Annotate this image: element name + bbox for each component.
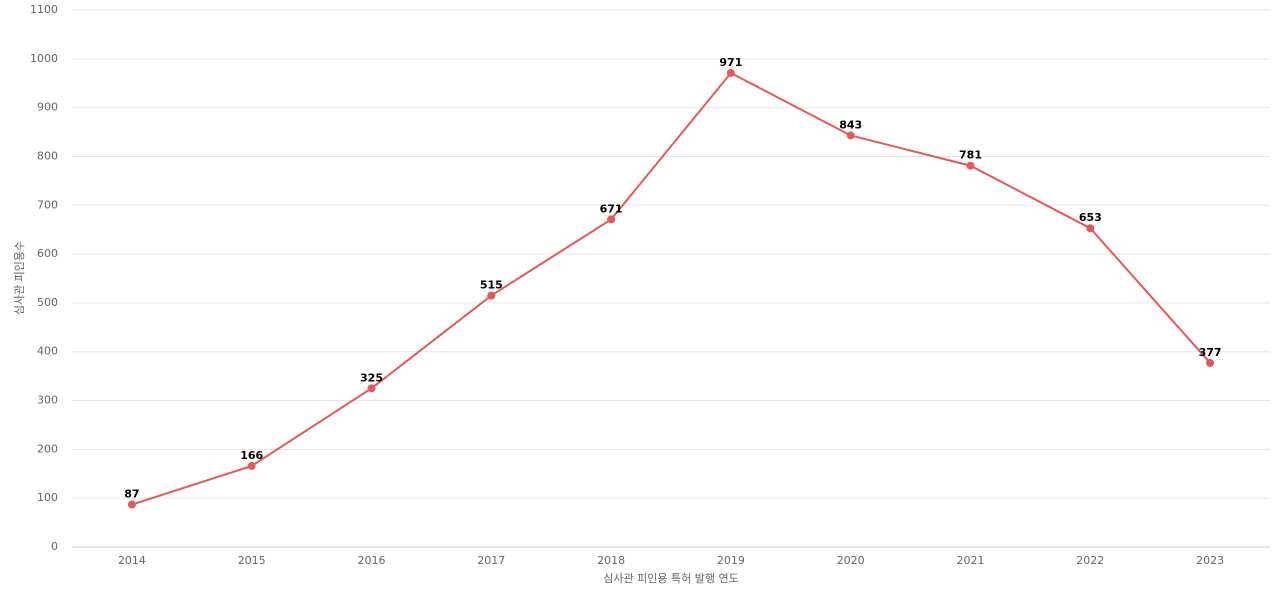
x-tick-label: 2021: [957, 554, 985, 567]
point: [367, 384, 376, 393]
y-tick-label: 700: [37, 198, 58, 211]
x-tick-label: 2020: [837, 554, 865, 567]
value-label: 87: [124, 488, 139, 501]
x-tick-label: 2022: [1076, 554, 1104, 567]
x-tick-label: 2018: [597, 554, 625, 567]
y-tick-label: 200: [37, 442, 58, 455]
x-tick-label: 2015: [238, 554, 266, 567]
y-tick-label: 800: [37, 149, 58, 162]
y-tick-label: 600: [37, 247, 58, 260]
point: [487, 291, 496, 300]
point: [846, 131, 855, 140]
y-axis-label: 심사관 피인용수: [13, 241, 26, 315]
x-tick-label: 2017: [477, 554, 505, 567]
x-tick-label: 2019: [717, 554, 745, 567]
y-tick-label: 100: [37, 491, 58, 504]
point: [1086, 224, 1095, 233]
y-tick-label: 400: [37, 345, 58, 358]
y-tick-label: 300: [37, 394, 58, 407]
y-tick-label: 900: [37, 101, 58, 114]
value-label: 653: [1079, 211, 1102, 224]
point: [607, 215, 616, 224]
value-label: 515: [480, 279, 503, 292]
x-tick-label: 2016: [358, 554, 386, 567]
point: [1206, 358, 1215, 367]
value-label: 166: [240, 449, 263, 462]
point: [247, 461, 256, 470]
y-tick-label: 1100: [30, 3, 58, 16]
point: [726, 68, 735, 77]
value-label: 971: [719, 56, 742, 69]
value-label: 377: [1199, 346, 1222, 359]
y-tick-label: 500: [37, 296, 58, 309]
value-label: 671: [600, 202, 623, 215]
y-tick-label: 0: [51, 540, 58, 553]
x-axis-label: 심사관 피인용 특허 발행 연도: [603, 572, 738, 585]
point: [127, 500, 136, 509]
x-tick-label: 2014: [118, 554, 146, 567]
point: [966, 161, 975, 170]
value-label: 843: [839, 118, 862, 131]
line: [131, 71, 1211, 506]
value-label: 325: [360, 371, 383, 384]
value-label: 781: [959, 149, 982, 162]
x-tick-label: 2023: [1196, 554, 1224, 567]
y-tick-label: 1000: [30, 52, 58, 65]
